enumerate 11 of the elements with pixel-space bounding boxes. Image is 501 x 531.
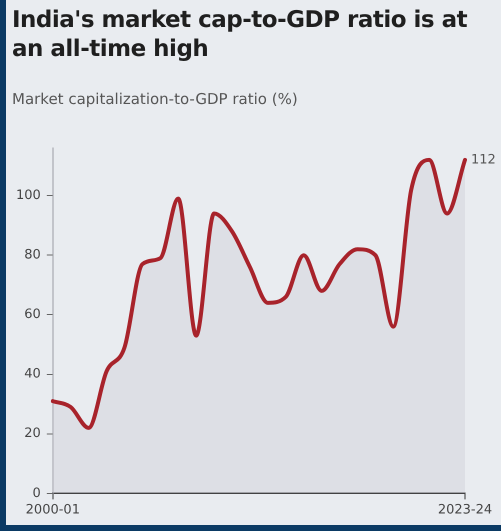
- y-tick-label: 0: [32, 486, 41, 501]
- y-tick-label: 80: [24, 248, 41, 263]
- y-tick-label: 20: [24, 426, 41, 442]
- x-tick-label: 2023-24: [438, 502, 492, 518]
- chart-title: India's market cap-to-GDP ratio is at an all-time high: [12, 6, 468, 64]
- data-label: 112: [471, 152, 496, 168]
- chart-subtitle: Market capitalization-to-GDP ratio (%): [12, 90, 298, 108]
- y-tick-label: 60: [24, 307, 41, 322]
- x-tick-label: 2000-01: [26, 502, 80, 518]
- y-tick-label: 40: [24, 366, 41, 382]
- y-tick-label: 100: [16, 188, 41, 204]
